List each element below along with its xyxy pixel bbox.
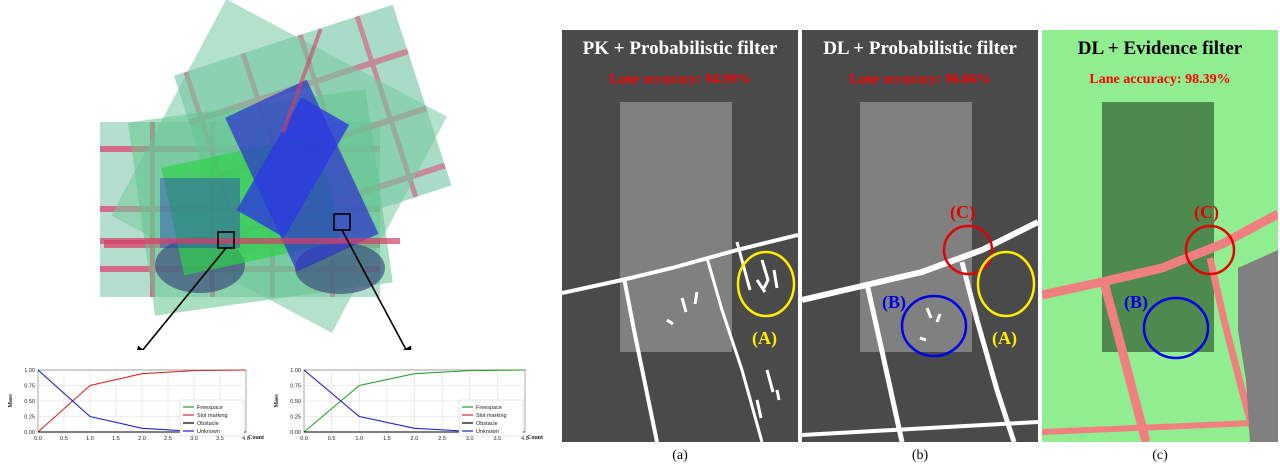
y-tick-label: 0.25 xyxy=(24,415,35,421)
x-tick-label: 1.5 xyxy=(112,436,120,442)
blue-region-3 xyxy=(160,178,240,248)
panel-b-map xyxy=(802,102,1038,442)
x-tick-label: 2.0 xyxy=(138,436,146,442)
caption-b: (b) xyxy=(911,448,929,463)
legend-entry: Obstacle xyxy=(197,421,219,427)
x-tick-label: 4.0 xyxy=(242,436,250,442)
panel-a-map xyxy=(562,102,798,442)
caption-c: (c) xyxy=(1152,448,1168,463)
overlapping-frames-figure xyxy=(100,0,452,350)
x-tick-label: 2.5 xyxy=(438,436,446,442)
x-tick-label: 3.0 xyxy=(466,436,474,442)
panel-c-title: DL + Evidence filter xyxy=(1077,38,1243,59)
mass-chart-right: 0.0 0.5 1.0 1.5 2.0 2.5 3.0 3.5 4.0 0.00 0.25 0.50 0… xyxy=(274,368,543,442)
y-tick-label: 0.25 xyxy=(290,415,301,421)
x-tick-label: 1.0 xyxy=(355,436,363,442)
marker-a-circle-a xyxy=(736,250,796,318)
marker-b-circle-a xyxy=(976,250,1036,318)
arrow-to-left-chart xyxy=(134,247,227,350)
panel-c-accuracy: Lane accuracy: 98.39% xyxy=(1089,72,1231,87)
caption-a: (a) xyxy=(672,448,688,463)
legend-entry: Unknown xyxy=(197,429,220,435)
x-tick-label: 0.0 xyxy=(34,436,42,442)
legend-entry: Unknown xyxy=(476,429,499,435)
panel-a-marker-a: (A) xyxy=(752,328,777,348)
y-tick-label: 0.75 xyxy=(24,384,35,390)
panel-b: DL + Probabilistic filter Lane accuracy:… xyxy=(802,30,1038,442)
panel-a-accuracy: Lane accuracy: 94.99% xyxy=(609,72,751,87)
legend-entry: Slot marking xyxy=(476,413,507,419)
y-tick-label: 0.00 xyxy=(24,430,35,436)
blue-region-2 xyxy=(236,97,350,238)
panel-c-map xyxy=(1042,102,1278,442)
legend-entry: Freespace xyxy=(476,405,502,411)
panel-b-marker-a: (A) xyxy=(992,328,1017,348)
panel-b-accuracy: Lane accuracy: 96.06% xyxy=(849,72,991,87)
x-tick-label: 2.5 xyxy=(164,436,172,442)
slot-line-top xyxy=(281,28,323,134)
marker-b-circle-b xyxy=(900,294,968,358)
panel-b-title: DL + Probabilistic filter xyxy=(823,38,1017,59)
panel-b-marker-b: (B) xyxy=(882,292,906,312)
marker-b-circle-c xyxy=(942,224,994,276)
panel-c: DL + Evidence filter Lane accuracy: 98.3… xyxy=(1042,30,1278,442)
y-tick-label: 0.50 xyxy=(24,399,35,405)
y-tick-label: 0.75 xyxy=(290,384,301,390)
x-axis-label: Count xyxy=(248,435,264,441)
panel-c-marker-c: (C) xyxy=(1194,202,1219,222)
panel-a-title: PK + Probabilistic filter xyxy=(582,38,778,59)
x-tick-label: 3.5 xyxy=(216,436,224,442)
arrow-to-right-chart xyxy=(341,229,412,350)
y-tick-label: 1.00 xyxy=(24,368,35,374)
panel-c-marker-b: (B) xyxy=(1124,292,1148,312)
marker-c-circle-c xyxy=(1184,224,1236,276)
x-tick-label: 3.0 xyxy=(190,436,198,442)
y-axis-label: Mass xyxy=(8,394,14,408)
x-axis-label: Count xyxy=(527,435,543,441)
y-tick-label: 1.00 xyxy=(290,368,301,374)
x-tick-label: 0.0 xyxy=(300,436,308,442)
x-tick-label: 3.5 xyxy=(494,436,502,442)
x-tick-label: 2.0 xyxy=(411,436,419,442)
legend-box xyxy=(179,399,245,437)
legend-entry: Freespace xyxy=(197,405,223,411)
panel-a: PK + Probabilistic filter Lane accuracy:… xyxy=(562,30,798,442)
x-tick-label: 1.0 xyxy=(86,436,94,442)
slot-line-horizontal xyxy=(100,238,400,244)
y-axis-label: Mass xyxy=(274,394,280,408)
x-tick-label: 1.5 xyxy=(383,436,391,442)
x-tick-label: 4.0 xyxy=(521,436,529,442)
legend-box xyxy=(458,399,524,437)
mass-chart-left: 0.0 0.5 1.0 1.5 2.0 2.5 3.0 3.5 4.0 0.00 0.25 0.50 0… xyxy=(8,368,264,442)
panel-b-marker-c: (C) xyxy=(950,202,975,222)
y-tick-label: 0.50 xyxy=(290,399,301,405)
legend-entry: Obstacle xyxy=(476,421,498,427)
x-tick-label: 0.5 xyxy=(60,436,68,442)
marker-c-circle-b xyxy=(1142,296,1210,360)
x-tick-label: 0.5 xyxy=(328,436,336,442)
y-tick-label: 0.00 xyxy=(290,430,301,436)
legend-entry: Slot marking xyxy=(197,413,228,419)
